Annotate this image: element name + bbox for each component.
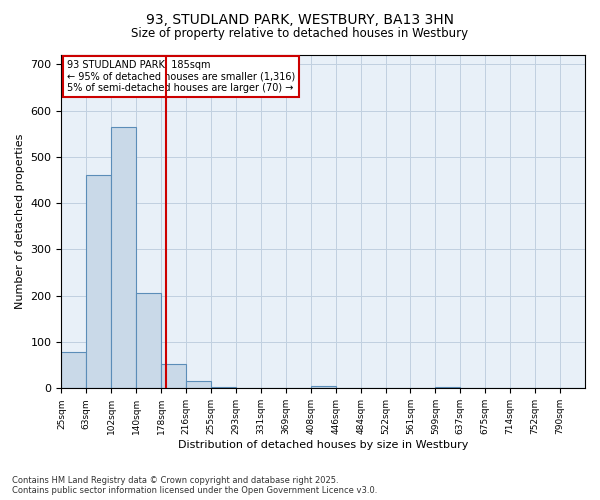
Bar	[61, 352, 86, 389]
X-axis label: Distribution of detached houses by size in Westbury: Distribution of detached houses by size …	[178, 440, 469, 450]
Text: Contains HM Land Registry data © Crown copyright and database right 2025.
Contai: Contains HM Land Registry data © Crown c…	[12, 476, 377, 495]
Bar	[161, 364, 186, 388]
Bar	[211, 387, 236, 388]
Text: Size of property relative to detached houses in Westbury: Size of property relative to detached ho…	[131, 28, 469, 40]
Text: 93 STUDLAND PARK: 185sqm
← 95% of detached houses are smaller (1,316)
5% of semi: 93 STUDLAND PARK: 185sqm ← 95% of detach…	[67, 60, 295, 93]
Bar	[86, 176, 111, 388]
Bar	[436, 387, 460, 388]
Bar	[311, 386, 335, 388]
Bar	[111, 127, 136, 388]
Y-axis label: Number of detached properties: Number of detached properties	[15, 134, 25, 310]
Bar	[136, 292, 161, 388]
Bar	[186, 382, 211, 388]
Text: 93, STUDLAND PARK, WESTBURY, BA13 3HN: 93, STUDLAND PARK, WESTBURY, BA13 3HN	[146, 12, 454, 26]
